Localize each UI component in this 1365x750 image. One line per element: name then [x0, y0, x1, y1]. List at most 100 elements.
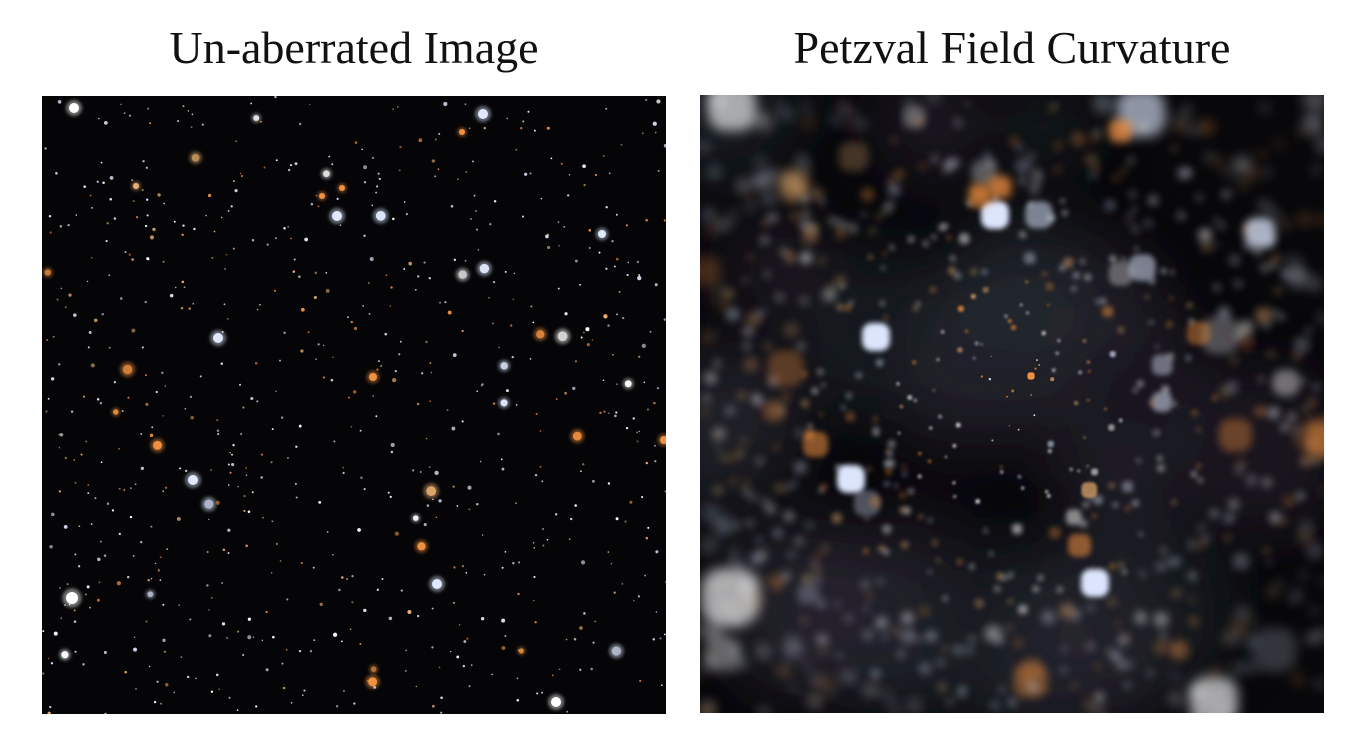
star	[157, 193, 161, 197]
star	[162, 490, 165, 493]
star	[73, 620, 77, 623]
star	[295, 482, 297, 485]
defocused-star	[1026, 152, 1036, 162]
defocused-star	[1248, 168, 1260, 180]
star	[624, 380, 632, 388]
defocused-star	[840, 670, 853, 682]
star	[162, 638, 166, 642]
defocused-star	[1197, 540, 1206, 549]
star	[113, 380, 117, 384]
star	[83, 185, 86, 188]
star	[68, 293, 72, 297]
star	[369, 373, 377, 381]
defocused-star	[1020, 486, 1025, 490]
defocused-star	[1045, 490, 1049, 494]
defocused-star	[1197, 524, 1205, 532]
star	[161, 371, 164, 375]
defocused-star	[1269, 262, 1277, 269]
defocused-star	[1148, 195, 1158, 206]
defocused-star	[1290, 255, 1302, 267]
defocused-star	[829, 217, 837, 225]
star	[397, 106, 399, 108]
star	[363, 488, 366, 491]
starfield-sharp-svg	[42, 96, 666, 714]
star	[392, 217, 395, 221]
star	[390, 286, 393, 289]
defocused-star	[1282, 257, 1291, 266]
defocused-star	[819, 412, 824, 417]
star	[512, 298, 515, 301]
star	[208, 634, 212, 638]
defocused-star	[952, 481, 956, 485]
defocused-star	[981, 269, 987, 275]
star	[378, 177, 381, 181]
star	[535, 412, 538, 416]
star	[206, 550, 209, 553]
star	[541, 480, 544, 483]
defocused-star	[920, 606, 930, 616]
star	[105, 239, 108, 243]
star	[150, 577, 153, 580]
defocused-star	[1269, 512, 1281, 524]
defocused-star	[1079, 519, 1088, 528]
star	[529, 172, 532, 175]
star	[317, 205, 320, 208]
star	[652, 638, 655, 641]
star	[415, 685, 418, 688]
star	[185, 469, 188, 473]
star	[627, 261, 630, 264]
star	[462, 664, 466, 668]
star	[405, 670, 407, 672]
defocused-star	[917, 474, 922, 479]
defocused-star	[801, 574, 812, 585]
defocused-star	[866, 593, 873, 600]
defocused-star	[862, 323, 890, 351]
defocused-star	[1187, 124, 1198, 135]
defocused-star	[845, 411, 856, 422]
defocused-star	[1291, 589, 1303, 601]
star	[388, 616, 393, 621]
star	[618, 290, 621, 293]
starfield-unaberrated-image	[42, 96, 666, 714]
defocused-star	[805, 522, 814, 530]
defocused-star	[883, 315, 889, 321]
defocused-star	[1106, 647, 1112, 654]
defocused-star	[1259, 103, 1269, 113]
haze-patch	[1006, 95, 1092, 170]
defocused-star	[1061, 646, 1068, 653]
defocused-star	[1277, 313, 1286, 322]
defocused-star	[913, 306, 918, 311]
defocused-star	[1171, 145, 1178, 152]
defocused-star	[844, 614, 852, 623]
defocused-star	[1196, 427, 1201, 433]
defocused-star	[957, 347, 963, 353]
star	[426, 504, 430, 507]
defocused-star	[930, 286, 936, 293]
star	[465, 572, 468, 574]
defocused-star	[1011, 389, 1015, 393]
defocused-star	[743, 356, 759, 373]
defocused-star	[1015, 158, 1031, 174]
star	[90, 363, 95, 368]
star	[438, 666, 441, 669]
defocused-star	[1004, 314, 1008, 318]
defocused-star	[872, 684, 882, 693]
star	[108, 346, 111, 349]
star	[607, 324, 610, 327]
defocused-star	[1032, 168, 1041, 177]
star	[260, 120, 262, 123]
defocused-star	[1320, 577, 1324, 585]
star	[501, 618, 506, 623]
defocused-star	[728, 455, 736, 463]
star	[481, 534, 484, 536]
defocused-star	[845, 122, 854, 131]
defocused-star	[929, 426, 933, 430]
defocused-star	[931, 234, 937, 241]
defocused-star	[1225, 381, 1238, 394]
defocused-star	[800, 616, 809, 625]
defocused-star	[810, 675, 822, 687]
defocused-star	[1214, 157, 1226, 169]
star	[416, 402, 420, 406]
star	[104, 712, 107, 714]
star	[145, 620, 148, 623]
